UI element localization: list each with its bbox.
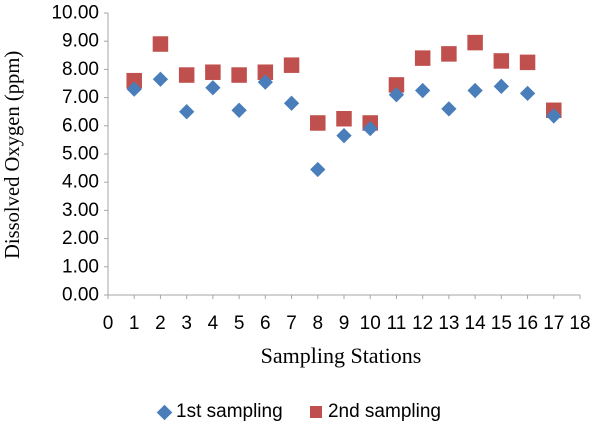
- svg-text:6.00: 6.00: [62, 115, 99, 136]
- svg-text:14: 14: [465, 313, 487, 334]
- svg-text:8: 8: [312, 313, 323, 334]
- svg-text:1: 1: [129, 313, 140, 334]
- svg-text:2: 2: [155, 313, 166, 334]
- svg-text:15: 15: [491, 313, 512, 334]
- svg-text:7: 7: [286, 313, 297, 334]
- svg-text:12: 12: [412, 313, 433, 334]
- svg-text:0.00: 0.00: [62, 285, 99, 306]
- svg-text:11: 11: [387, 313, 407, 334]
- svg-text:4: 4: [208, 313, 219, 334]
- svg-text:17: 17: [543, 313, 564, 334]
- svg-text:10.00: 10.00: [51, 3, 99, 24]
- svg-text:9.00: 9.00: [62, 31, 99, 52]
- svg-text:5.00: 5.00: [62, 144, 99, 165]
- svg-text:9: 9: [339, 313, 350, 334]
- svg-text:18: 18: [569, 313, 590, 334]
- svg-text:13: 13: [438, 313, 459, 334]
- svg-text:2.00: 2.00: [62, 228, 99, 249]
- svg-text:8.00: 8.00: [62, 59, 99, 80]
- svg-text:6: 6: [260, 313, 271, 334]
- svg-text:7.00: 7.00: [62, 87, 99, 108]
- svg-text:16: 16: [517, 313, 538, 334]
- svg-text:3.00: 3.00: [62, 200, 99, 221]
- svg-text:3: 3: [181, 313, 192, 334]
- svg-text:10: 10: [360, 313, 381, 334]
- svg-text:0: 0: [103, 313, 114, 334]
- svg-text:5: 5: [234, 313, 245, 334]
- svg-text:1.00: 1.00: [62, 256, 99, 277]
- svg-text:4.00: 4.00: [62, 172, 99, 193]
